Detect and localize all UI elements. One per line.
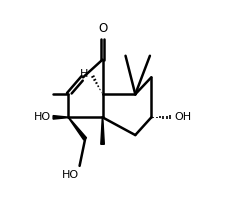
Text: HO: HO [34,112,51,122]
Text: H: H [79,69,88,79]
Text: HO: HO [61,170,79,180]
Polygon shape [100,117,104,144]
Polygon shape [53,116,68,119]
Text: O: O [98,22,107,35]
Polygon shape [68,117,86,140]
Text: OH: OH [173,112,190,122]
